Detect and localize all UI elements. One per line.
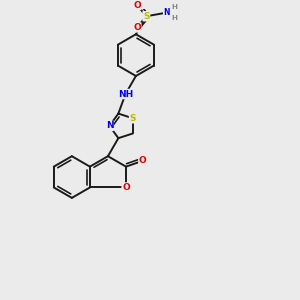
Text: O: O bbox=[133, 23, 141, 32]
Text: NH: NH bbox=[118, 89, 133, 98]
Text: H: H bbox=[172, 15, 178, 21]
Text: O: O bbox=[139, 156, 147, 165]
Text: O: O bbox=[122, 183, 130, 192]
Text: O: O bbox=[133, 1, 141, 10]
Text: S: S bbox=[143, 12, 150, 21]
Text: N: N bbox=[106, 122, 113, 130]
Text: N: N bbox=[164, 8, 170, 17]
Text: S: S bbox=[130, 114, 136, 123]
Text: H: H bbox=[172, 4, 178, 10]
